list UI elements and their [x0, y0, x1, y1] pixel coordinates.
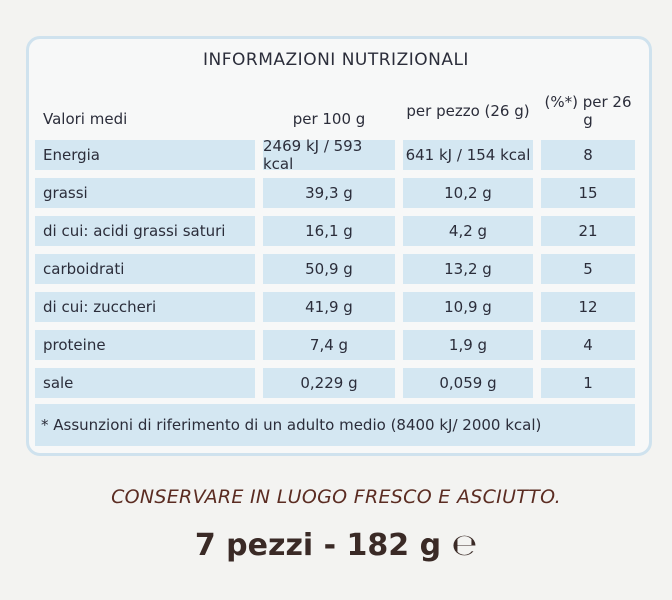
footnote: * Assunzioni di riferimento di un adulto…	[35, 404, 635, 446]
value-cell: 4	[541, 330, 635, 360]
title: INFORMAZIONI NUTRIZIONALI	[203, 50, 469, 70]
row-label: grassi	[35, 178, 255, 208]
row-label: proteine	[35, 330, 255, 360]
value-cell: 15	[541, 178, 635, 208]
header-cell: (%*) per 26 g	[544, 93, 632, 129]
row-label: carboidrati	[35, 254, 255, 284]
value-cell: 10,2 g	[403, 178, 533, 208]
header-cell: per 100 g	[292, 110, 366, 128]
value-cell: 2469 kJ / 593 kcal	[263, 137, 395, 173]
row-label: Energia	[35, 140, 255, 170]
storage-note: CONSERVARE IN LUOGO FRESCO E ASCIUTTO.	[111, 486, 561, 508]
value-cell: 12	[541, 292, 635, 322]
row-label: di cui: acidi grassi saturi	[35, 216, 255, 246]
header-cell: per pezzo (26 g)	[406, 102, 530, 120]
value-cell: 0,059 g	[403, 368, 533, 398]
value-cell: 4,2 g	[403, 216, 533, 246]
value-cell: 7,4 g	[263, 330, 395, 360]
value-cell: 16,1 g	[263, 216, 395, 246]
value-cell: 1	[541, 368, 635, 398]
value-cell: 13,2 g	[403, 254, 533, 284]
value-cell: 39,3 g	[263, 178, 395, 208]
value-cell: 21	[541, 216, 635, 246]
value-cell: 10,9 g	[403, 292, 533, 322]
value-cell: 50,9 g	[263, 254, 395, 284]
value-cell: 0,229 g	[263, 368, 395, 398]
value-cell: 5	[541, 254, 635, 284]
header-cell: Valori medi	[43, 110, 128, 128]
value-cell: 41,9 g	[263, 292, 395, 322]
value-cell: 8	[541, 140, 635, 170]
net-weight: 7 pezzi - 182 g ℮	[194, 528, 478, 563]
value-cell: 641 kJ / 154 kcal	[403, 140, 533, 170]
value-cell: 1,9 g	[403, 330, 533, 360]
row-label: sale	[35, 368, 255, 398]
row-label: di cui: zuccheri	[35, 292, 255, 322]
